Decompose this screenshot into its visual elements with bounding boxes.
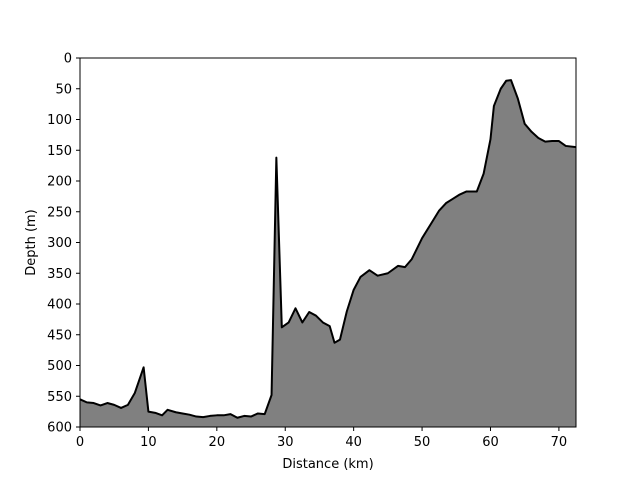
y-tick-label: 350 — [47, 267, 72, 282]
x-tick-label: 30 — [277, 435, 294, 450]
y-tick-label: 50 — [55, 82, 72, 97]
seafloor-area-fill — [80, 80, 576, 427]
x-tick-label: 70 — [551, 435, 568, 450]
x-tick-label: 60 — [482, 435, 499, 450]
y-tick-label: 100 — [47, 113, 72, 128]
y-tick-label: 150 — [47, 144, 72, 159]
seafloor-profile-line — [79, 79, 577, 419]
x-tick-label: 40 — [345, 435, 362, 450]
x-tick-label: 20 — [209, 435, 226, 450]
x-tick-label: 10 — [140, 435, 157, 450]
x-axis: 0 10 20 30 40 50 60 70 — [76, 427, 567, 450]
y-tick-label: 250 — [47, 205, 72, 220]
y-axis-label: Depth (m) — [24, 209, 39, 276]
y-tick-label: 200 — [47, 175, 72, 190]
x-axis-label: Distance (km) — [282, 457, 373, 472]
y-tick-label: 300 — [47, 236, 72, 251]
y-tick-label: 600 — [47, 421, 72, 436]
y-tick-label: 550 — [47, 390, 72, 405]
area-layer — [79, 79, 577, 427]
y-axis: 0 50 100 150 200 250 300 350 400 450 500 550 600 — [47, 52, 80, 436]
y-tick-label: 400 — [47, 298, 72, 313]
x-tick-label: 50 — [414, 435, 431, 450]
x-tick-label: 0 — [76, 435, 84, 450]
y-tick-label: 450 — [47, 328, 72, 343]
y-tick-label: 500 — [47, 359, 72, 374]
y-tick-label: 0 — [64, 52, 72, 67]
